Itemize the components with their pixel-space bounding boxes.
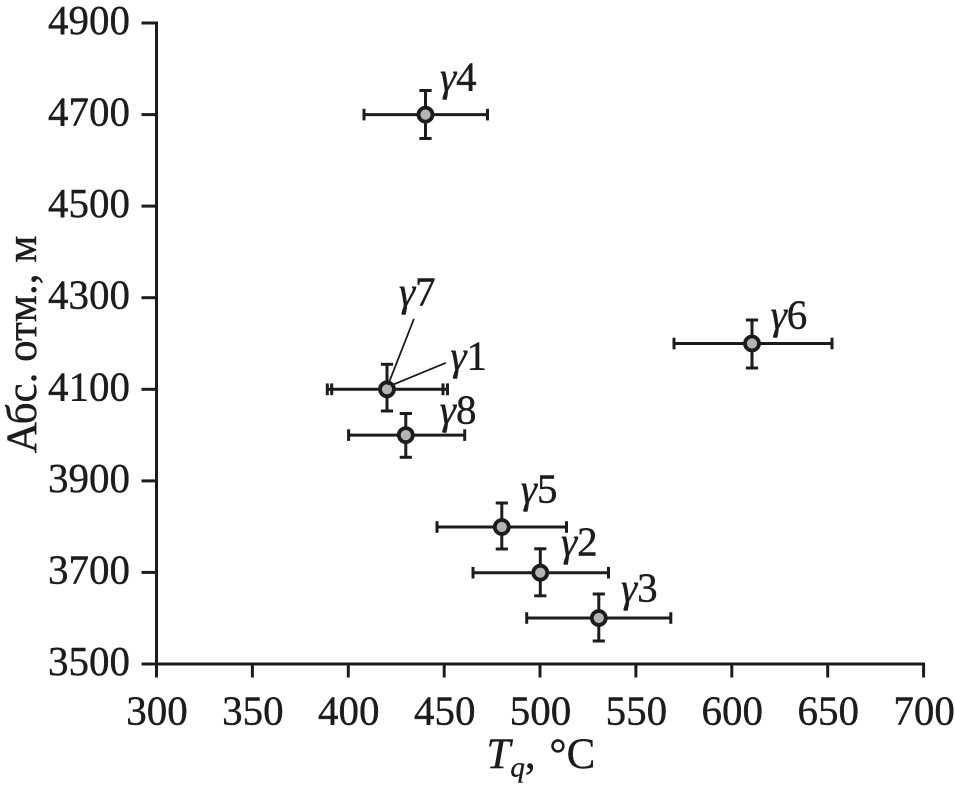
svg-text:4100: 4100 (48, 363, 130, 409)
svg-text:700: 700 (893, 688, 955, 734)
svg-text:650: 650 (797, 688, 859, 734)
svg-text:γ4: γ4 (440, 54, 477, 100)
svg-text:γ1: γ1 (450, 332, 487, 378)
svg-text:γ5: γ5 (521, 466, 558, 512)
svg-text:400: 400 (318, 688, 380, 734)
svg-text:350: 350 (222, 688, 284, 734)
svg-text:3900: 3900 (48, 455, 130, 501)
svg-text:γ7: γ7 (399, 269, 436, 315)
svg-text:γ3: γ3 (621, 564, 658, 610)
svg-text:3700: 3700 (48, 546, 130, 592)
svg-text:4900: 4900 (48, 0, 130, 43)
svg-text:Tq, °C: Tq, °C (487, 731, 596, 784)
svg-text:γ6: γ6 (771, 291, 808, 337)
svg-text:4700: 4700 (48, 89, 130, 135)
svg-text:450: 450 (414, 688, 476, 734)
svg-text:500: 500 (510, 688, 572, 734)
svg-text:550: 550 (606, 688, 668, 734)
svg-text:4500: 4500 (48, 180, 130, 226)
svg-text:γ2: γ2 (561, 518, 598, 564)
svg-text:Абс. отм., м: Абс. отм., м (0, 236, 46, 454)
svg-text:600: 600 (702, 688, 764, 734)
svg-text:γ8: γ8 (440, 386, 477, 432)
svg-text:4300: 4300 (48, 272, 130, 318)
svg-text:300: 300 (126, 688, 188, 734)
svg-text:3500: 3500 (48, 638, 130, 684)
